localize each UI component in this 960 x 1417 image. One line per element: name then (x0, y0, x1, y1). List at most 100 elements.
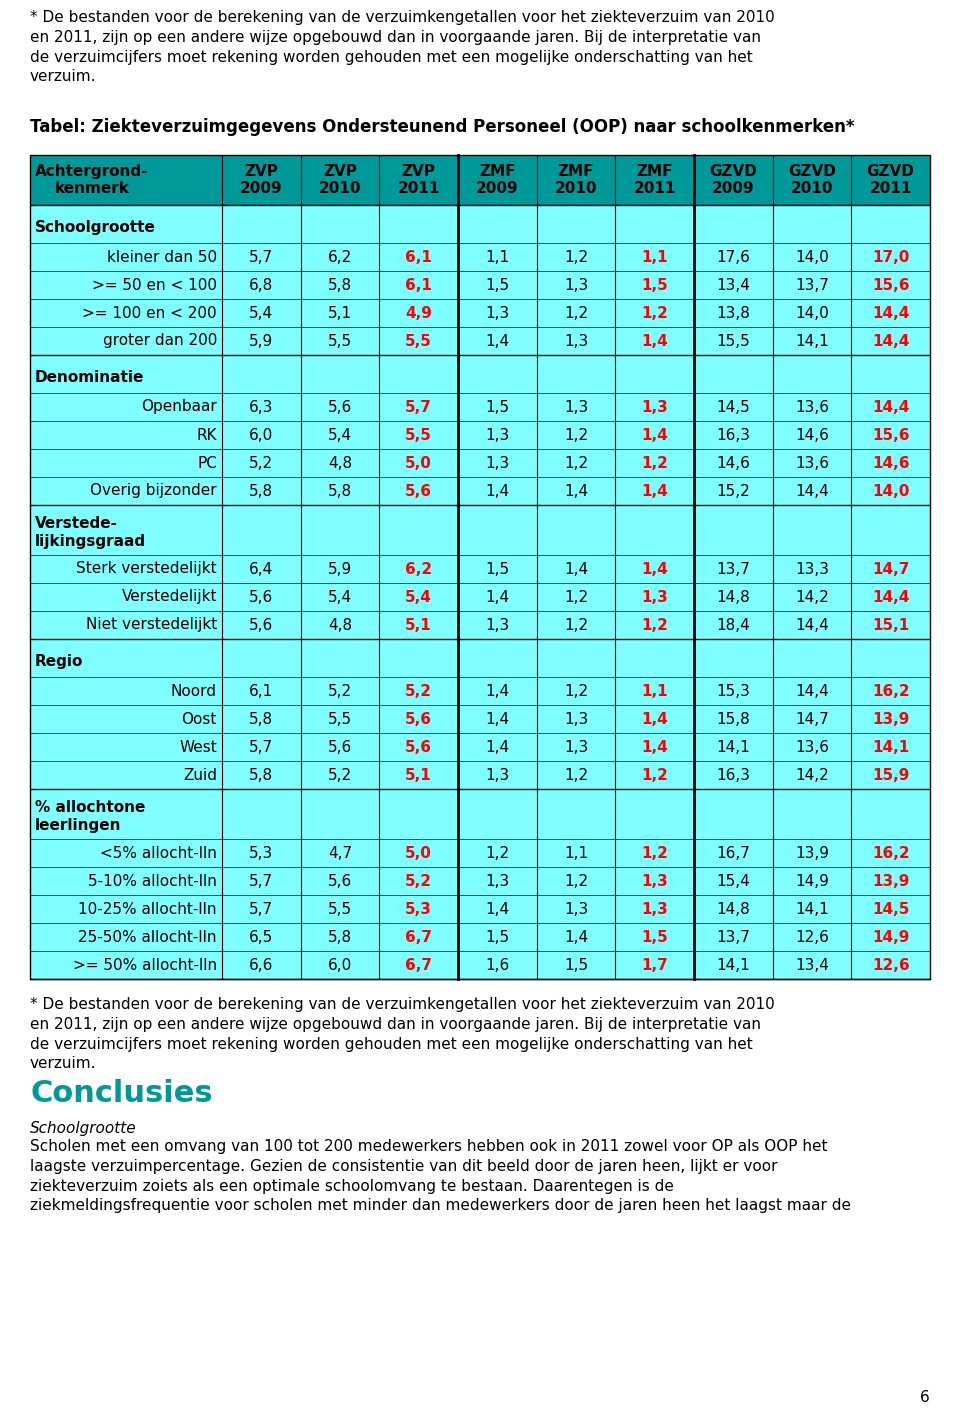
Text: 13,4: 13,4 (795, 958, 828, 972)
Text: 1,4: 1,4 (564, 561, 588, 577)
Text: 5-10% allocht-lln: 5-10% allocht-lln (88, 873, 217, 888)
Text: 14,6: 14,6 (795, 428, 828, 442)
Text: 1,1: 1,1 (641, 683, 668, 699)
Text: 16,3: 16,3 (716, 428, 751, 442)
Text: 5,6: 5,6 (405, 740, 432, 754)
Text: 13,6: 13,6 (795, 740, 829, 754)
Text: 1,1: 1,1 (485, 249, 510, 265)
Text: 6,1: 6,1 (250, 683, 274, 699)
Text: 4,8: 4,8 (328, 455, 352, 470)
Text: Verstede-
lijkingsgraad: Verstede- lijkingsgraad (35, 516, 146, 548)
Text: 18,4: 18,4 (716, 618, 750, 632)
Text: 17,6: 17,6 (716, 249, 751, 265)
Text: 14,7: 14,7 (795, 711, 828, 727)
Text: Noord: Noord (171, 683, 217, 699)
Text: 14,5: 14,5 (872, 901, 909, 917)
Text: 1,1: 1,1 (564, 846, 588, 860)
Text: 6,4: 6,4 (250, 561, 274, 577)
Text: 4,7: 4,7 (328, 846, 352, 860)
Text: 1,5: 1,5 (485, 561, 510, 577)
Text: 1,3: 1,3 (485, 306, 510, 320)
Text: 6: 6 (921, 1390, 930, 1406)
Text: 6,8: 6,8 (250, 278, 274, 292)
Text: 1,3: 1,3 (485, 455, 510, 470)
Text: 5,7: 5,7 (250, 901, 274, 917)
Text: 14,2: 14,2 (795, 589, 828, 605)
Text: Conclusies: Conclusies (30, 1078, 212, 1108)
Text: 14,1: 14,1 (795, 901, 828, 917)
Text: 1,2: 1,2 (564, 455, 588, 470)
Text: 5,2: 5,2 (405, 873, 432, 888)
Text: 5,6: 5,6 (405, 711, 432, 727)
Text: 1,2: 1,2 (564, 768, 588, 782)
Text: 5,1: 5,1 (405, 768, 432, 782)
Text: 5,5: 5,5 (405, 333, 432, 349)
Text: 1,2: 1,2 (564, 873, 588, 888)
Text: 14,1: 14,1 (872, 740, 909, 754)
Text: GZVD
2009: GZVD 2009 (709, 164, 757, 196)
Text: 1,3: 1,3 (564, 333, 588, 349)
Text: Denominatie: Denominatie (35, 370, 144, 385)
Text: Scholen met een omvang van 100 tot 200 medewerkers hebben ook in 2011 zowel voor: Scholen met een omvang van 100 tot 200 m… (30, 1139, 851, 1213)
Text: 1,2: 1,2 (485, 846, 510, 860)
Text: 13,9: 13,9 (872, 873, 909, 888)
Text: Schoolgrootte: Schoolgrootte (30, 1121, 136, 1136)
Text: 1,2: 1,2 (564, 249, 588, 265)
Text: * De bestanden voor de berekening van de verzuimkengetallen voor het ziekteverzu: * De bestanden voor de berekening van de… (30, 10, 775, 85)
Text: 15,4: 15,4 (716, 873, 750, 888)
Text: GZVD
2011: GZVD 2011 (867, 164, 915, 196)
Text: 1,3: 1,3 (564, 278, 588, 292)
Text: 14,1: 14,1 (716, 740, 750, 754)
Text: 6,5: 6,5 (250, 930, 274, 945)
Text: PC: PC (197, 455, 217, 470)
Text: 1,5: 1,5 (485, 400, 510, 415)
Text: 1,3: 1,3 (485, 618, 510, 632)
Text: 1,5: 1,5 (641, 278, 668, 292)
Text: 5,3: 5,3 (405, 901, 432, 917)
Text: 5,4: 5,4 (250, 306, 274, 320)
Text: Regio: Regio (35, 655, 84, 669)
Text: 13,9: 13,9 (872, 711, 909, 727)
Text: 5,1: 5,1 (405, 618, 432, 632)
Text: >= 100 en < 200: >= 100 en < 200 (83, 306, 217, 320)
Text: 1,3: 1,3 (485, 768, 510, 782)
Text: 1,4: 1,4 (641, 483, 668, 499)
Text: 1,2: 1,2 (564, 589, 588, 605)
Text: 14,6: 14,6 (716, 455, 751, 470)
Text: 5,6: 5,6 (250, 589, 274, 605)
Text: ZVP
2009: ZVP 2009 (240, 164, 282, 196)
Text: Verstedelijkt: Verstedelijkt (122, 589, 217, 605)
Text: 1,2: 1,2 (564, 428, 588, 442)
Text: 1,4: 1,4 (485, 711, 510, 727)
Text: 16,2: 16,2 (872, 846, 909, 860)
Text: 1,2: 1,2 (641, 768, 668, 782)
Text: 1,3: 1,3 (564, 400, 588, 415)
Text: 15,9: 15,9 (872, 768, 909, 782)
Text: 5,6: 5,6 (328, 740, 352, 754)
Text: 14,9: 14,9 (795, 873, 828, 888)
Text: 5,0: 5,0 (405, 846, 432, 860)
Text: 12,6: 12,6 (795, 930, 828, 945)
Text: 5,7: 5,7 (250, 873, 274, 888)
Text: 1,2: 1,2 (564, 683, 588, 699)
Text: 5,4: 5,4 (405, 589, 432, 605)
Text: 14,1: 14,1 (795, 333, 828, 349)
Text: 15,6: 15,6 (872, 428, 909, 442)
Text: 15,1: 15,1 (872, 618, 909, 632)
Text: 5,2: 5,2 (405, 683, 432, 699)
Text: 5,6: 5,6 (250, 618, 274, 632)
Text: 1,4: 1,4 (564, 930, 588, 945)
Text: 1,4: 1,4 (485, 483, 510, 499)
Bar (30, 205, 930, 979)
Text: 4,9: 4,9 (405, 306, 432, 320)
Text: 13,6: 13,6 (795, 400, 829, 415)
Text: 5,7: 5,7 (250, 249, 274, 265)
Text: 15,3: 15,3 (716, 683, 751, 699)
Text: 1,2: 1,2 (641, 846, 668, 860)
Text: 5,5: 5,5 (405, 428, 432, 442)
Text: 14,7: 14,7 (872, 561, 909, 577)
Text: 1,5: 1,5 (485, 278, 510, 292)
Text: Schoolgrootte: Schoolgrootte (35, 220, 156, 235)
Text: 5,0: 5,0 (405, 455, 432, 470)
Text: 14,5: 14,5 (716, 400, 750, 415)
